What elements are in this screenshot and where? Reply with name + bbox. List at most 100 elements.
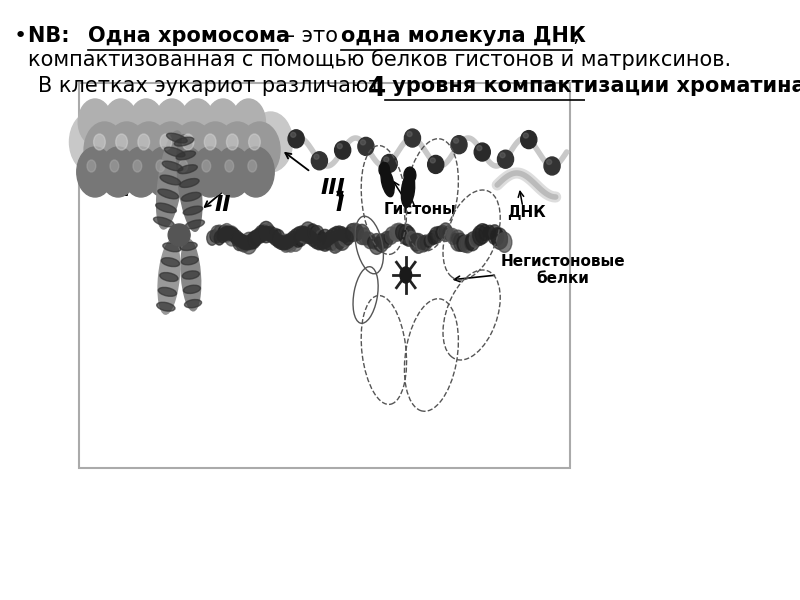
Ellipse shape [334,141,350,159]
Circle shape [465,236,475,250]
Ellipse shape [158,189,178,199]
Ellipse shape [451,136,467,154]
Circle shape [277,235,285,245]
Ellipse shape [500,153,505,158]
Circle shape [128,122,170,178]
Ellipse shape [180,179,199,187]
Text: III: III [320,178,345,198]
Circle shape [225,160,234,172]
Circle shape [84,122,125,178]
Circle shape [218,227,226,238]
Circle shape [363,232,375,248]
Circle shape [122,147,159,197]
Circle shape [420,235,432,251]
Circle shape [390,228,398,240]
Circle shape [334,235,345,249]
Circle shape [381,232,393,248]
Ellipse shape [158,240,180,314]
Circle shape [226,112,270,172]
Circle shape [450,230,466,251]
Circle shape [258,221,274,243]
Circle shape [447,229,458,244]
Circle shape [214,231,225,245]
Circle shape [322,233,333,247]
Circle shape [270,229,282,244]
Ellipse shape [177,134,202,232]
Circle shape [182,134,194,150]
Ellipse shape [163,243,181,252]
Circle shape [485,225,495,239]
Ellipse shape [407,131,412,137]
Circle shape [436,226,446,239]
Circle shape [220,224,234,242]
Circle shape [206,99,240,145]
Ellipse shape [182,271,199,279]
Circle shape [100,147,136,197]
Circle shape [261,226,271,240]
Text: IV: IV [122,180,148,200]
Circle shape [340,229,350,242]
Circle shape [402,227,416,246]
Ellipse shape [180,242,197,250]
Circle shape [396,224,407,240]
Circle shape [206,231,218,245]
Text: Одна хромосома: Одна хромосома [87,26,290,46]
Circle shape [230,233,238,243]
Ellipse shape [546,160,552,164]
Circle shape [457,236,469,251]
Circle shape [246,235,257,248]
Text: ,: , [572,26,578,46]
Circle shape [490,227,504,245]
Circle shape [229,228,239,242]
Circle shape [130,99,163,145]
Text: уровня компактизации хроматина: уровня компактизации хроматина [385,76,800,96]
Circle shape [179,160,188,172]
Circle shape [400,267,412,283]
Ellipse shape [314,154,319,159]
Ellipse shape [162,161,183,171]
Ellipse shape [160,175,181,185]
Circle shape [483,227,491,237]
Ellipse shape [290,133,296,137]
Ellipse shape [544,157,560,175]
Circle shape [247,231,260,248]
Circle shape [267,229,277,243]
Circle shape [233,233,246,251]
Circle shape [252,230,262,244]
Circle shape [393,223,406,241]
Circle shape [326,230,336,244]
Circle shape [305,230,315,244]
Circle shape [290,229,301,243]
Circle shape [492,228,507,249]
Circle shape [489,228,496,238]
Text: NB:: NB: [28,26,91,46]
Circle shape [384,231,394,244]
Circle shape [232,99,266,145]
Circle shape [348,223,361,241]
Ellipse shape [174,137,194,146]
Ellipse shape [402,173,414,208]
Circle shape [385,227,398,244]
Circle shape [255,228,266,242]
Circle shape [300,222,316,244]
Circle shape [94,134,106,150]
Text: I: I [336,195,344,215]
Circle shape [269,228,278,241]
Circle shape [258,225,270,241]
Ellipse shape [523,133,529,138]
Circle shape [287,232,298,245]
Circle shape [466,232,479,251]
Circle shape [192,147,228,197]
Text: одна молекула ДНК: одна молекула ДНК [341,26,586,46]
Circle shape [318,232,327,244]
Circle shape [236,236,247,251]
Circle shape [195,122,236,178]
Ellipse shape [404,167,416,184]
Circle shape [210,226,223,243]
Circle shape [328,235,342,253]
Circle shape [238,235,248,249]
Circle shape [411,233,426,253]
Circle shape [279,235,292,252]
Text: – это: – это [278,26,345,46]
Ellipse shape [185,299,202,308]
